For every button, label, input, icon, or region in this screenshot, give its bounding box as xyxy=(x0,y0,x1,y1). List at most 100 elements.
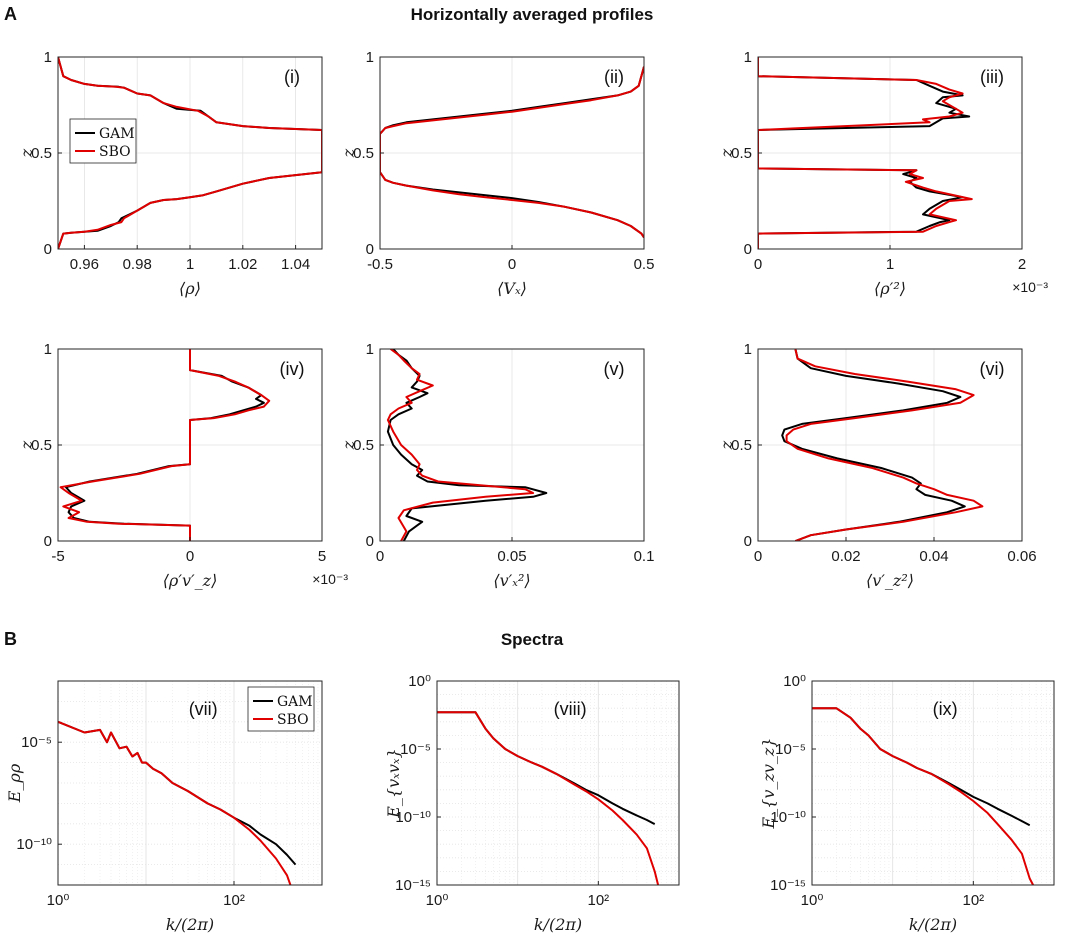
x-tick-label: 1.02 xyxy=(228,256,257,273)
y-tick-label: 10⁻⁵ xyxy=(21,734,52,751)
panel-label: (vii) xyxy=(189,699,218,719)
axis-multiplier: ×10⁻³ xyxy=(1012,279,1048,295)
section-a-letter: A xyxy=(4,4,17,24)
x-tick-label: 5 xyxy=(318,548,326,565)
y-tick-label: 0 xyxy=(744,241,752,258)
series-line-sbo xyxy=(58,57,322,249)
y-tick-label: 1 xyxy=(366,49,374,66)
y-tick-label: 1 xyxy=(44,341,52,358)
y-axis-label: E_{vₓvₓ} xyxy=(384,748,403,818)
x-tick-label: 10² xyxy=(587,892,609,909)
y-tick-label: 0.5 xyxy=(731,437,752,454)
panel-label: (i) xyxy=(284,67,300,87)
x-tick-label: 10⁰ xyxy=(47,892,70,909)
y-tick-label: 10⁰ xyxy=(408,673,431,690)
panel-label: (v) xyxy=(604,359,625,379)
section-b-title: Spectra xyxy=(501,630,564,649)
chart-panel-7: 10⁰ 10² 10⁻¹⁰ 10⁻⁵ k/(2π) E_ρρ (vii) GAM SBO xyxy=(5,680,323,934)
x-tick-label: 1 xyxy=(186,256,194,273)
y-tick-label: 10⁻¹⁰ xyxy=(16,836,52,853)
plot-area xyxy=(812,681,1054,885)
section-a-title: Horizontally averaged profiles xyxy=(411,5,654,24)
x-tick-label: 1 xyxy=(886,256,894,273)
y-tick-label: 10⁻¹⁰ xyxy=(395,809,431,826)
y-tick-label: 10⁰ xyxy=(783,673,806,690)
y-tick-label: 0 xyxy=(44,241,52,258)
series-line-sbo xyxy=(437,711,660,885)
y-tick-label: 0 xyxy=(366,533,374,550)
panel-label: (ii) xyxy=(604,67,624,87)
series-line-sbo xyxy=(812,707,1034,885)
legend-label-sbo: SBO xyxy=(277,712,309,728)
panel-label: (viii) xyxy=(554,699,587,719)
y-axis-label: z xyxy=(339,148,358,158)
y-tick-label: 0 xyxy=(366,241,374,258)
y-axis-label: E_ρρ xyxy=(5,763,24,803)
x-tick-label: -0.5 xyxy=(367,256,393,273)
x-tick-label: 0 xyxy=(376,548,384,565)
y-tick-label: 0 xyxy=(744,533,752,550)
series-line-sbo xyxy=(386,349,535,541)
x-axis-label: ⟨Vₓ⟩ xyxy=(497,279,527,298)
axes-box xyxy=(436,680,680,886)
x-tick-label: 10⁰ xyxy=(801,892,824,909)
y-tick-label: 10⁻¹⁰ xyxy=(770,809,806,826)
x-tick-label: 10² xyxy=(962,892,984,909)
series-line-sbo xyxy=(58,720,292,885)
x-axis-label: ⟨v′ₓ²⟩ xyxy=(493,571,530,590)
chart-panel-4: -5 0 500.51⟨ρ′v′_z⟩z×10⁻³(iv) xyxy=(17,341,348,590)
y-axis-label: z xyxy=(717,440,736,450)
legend: GAM SBO xyxy=(247,686,315,732)
chart-panel-5: 0 0.05 0.1 0 0.5 1 ⟨v′ₓ²⟩ z (v) xyxy=(339,341,654,590)
y-tick-label: 0.5 xyxy=(31,437,52,454)
y-tick-label: 1 xyxy=(744,341,752,358)
x-tick-label: 1.04 xyxy=(281,256,310,273)
y-axis-label: z xyxy=(717,148,736,158)
y-tick-label: 0.5 xyxy=(353,437,374,454)
x-tick-label: 0.1 xyxy=(634,548,655,565)
y-axis-label: z xyxy=(17,440,36,450)
chart-panel-9: 10⁰ 10² 10⁻¹⁵ 10⁻¹⁰ 10⁻⁵ 10⁰ k/(2π) E_{v_zv_z} (… xyxy=(759,673,1055,934)
chart-panel-3: 0 1 2 0 0.5 1 ⟨ρ′²⟩ z ×10⁻³ (iii) xyxy=(717,49,1048,298)
chart-panel-6: 0 0.02 0.04 0.06 0 0.5 1 ⟨v′_z²⟩ z (vi) xyxy=(717,341,1037,590)
x-tick-label: -5 xyxy=(51,548,64,565)
x-axis-label: ⟨ρ⟩ xyxy=(179,279,201,298)
y-tick-label: 1 xyxy=(744,49,752,66)
y-tick-label: 0 xyxy=(44,533,52,550)
series-line-sbo xyxy=(758,57,973,249)
legend-label-sbo: SBO xyxy=(99,144,131,160)
x-axis-label: ⟨ρ′²⟩ xyxy=(874,279,906,298)
x-tick-label: 0.98 xyxy=(123,256,152,273)
y-tick-label: 10⁻⁵ xyxy=(775,741,806,758)
y-axis-label: E_{v_zv_z} xyxy=(759,738,778,830)
x-tick-label: 0.02 xyxy=(831,548,860,565)
x-axis-label: k/(2π) xyxy=(909,915,957,934)
y-tick-label: 1 xyxy=(44,49,52,66)
x-tick-label: 0.96 xyxy=(70,256,99,273)
series-line-sbo xyxy=(380,66,644,239)
x-tick-label: 0 xyxy=(754,256,762,273)
chart-panel-8: 10⁰ 10² 10⁻¹⁵ 10⁻¹⁰ 10⁻⁵ 10⁰ k/(2π) E_{vₓvₓ} (vi… xyxy=(384,673,680,934)
y-tick-label: 1 xyxy=(366,341,374,358)
x-tick-label: 10⁰ xyxy=(426,892,449,909)
axis-multiplier: ×10⁻³ xyxy=(312,571,348,587)
y-tick-label: 0.5 xyxy=(353,145,374,162)
x-axis-label: k/(2π) xyxy=(166,915,214,934)
x-tick-label: 10² xyxy=(223,892,245,909)
panel-label: (iv) xyxy=(280,359,305,379)
y-tick-label: 0.5 xyxy=(731,145,752,162)
y-axis-label: z xyxy=(17,148,36,158)
x-tick-label: 0.5 xyxy=(634,256,655,273)
x-axis-label: ⟨ρ′v′_z⟩ xyxy=(163,571,218,590)
legend-box xyxy=(247,686,315,732)
y-axis-label: z xyxy=(339,440,358,450)
x-tick-label: 0.06 xyxy=(1007,548,1036,565)
panel-label: (ix) xyxy=(933,699,958,719)
panel-label: (iii) xyxy=(980,67,1004,87)
axes-box xyxy=(811,680,1055,886)
x-axis-label: ⟨v′_z²⟩ xyxy=(866,571,914,590)
legend-label-gam: GAM xyxy=(277,694,313,710)
series-line-sbo xyxy=(785,349,984,541)
